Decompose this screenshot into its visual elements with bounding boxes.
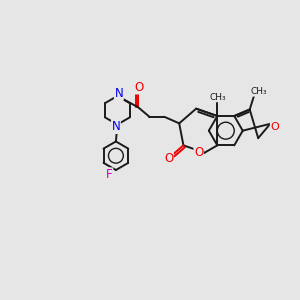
Text: O: O xyxy=(164,152,173,165)
Text: CH₃: CH₃ xyxy=(209,93,226,102)
Text: N: N xyxy=(112,120,120,134)
Text: CH₃: CH₃ xyxy=(250,87,267,96)
Text: O: O xyxy=(194,146,203,159)
Text: O: O xyxy=(134,81,143,94)
Text: F: F xyxy=(106,168,113,181)
Text: O: O xyxy=(270,122,279,132)
Text: N: N xyxy=(115,87,123,100)
